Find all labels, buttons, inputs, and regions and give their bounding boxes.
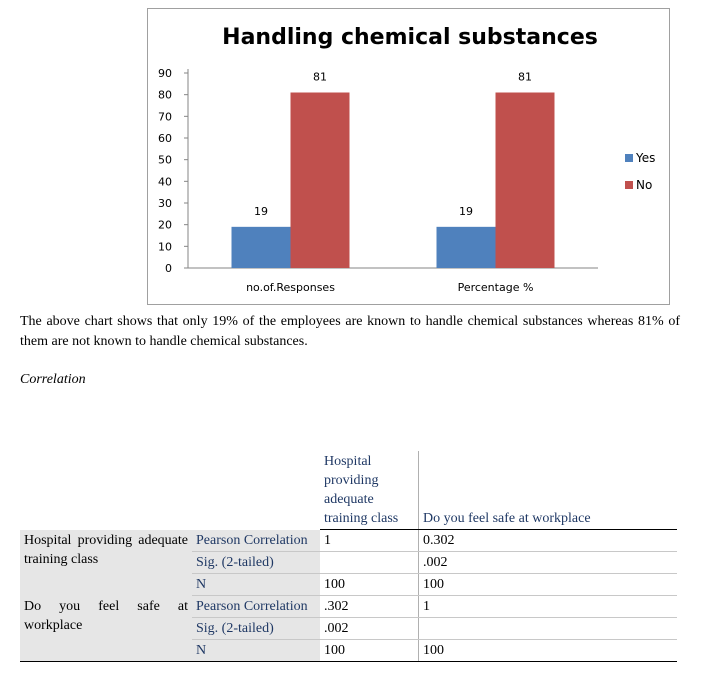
chart-legend: Yes No bbox=[625, 151, 655, 192]
table-header-row: Hospital providing adequate training cla… bbox=[20, 451, 677, 530]
header-blank bbox=[20, 451, 192, 530]
cell-value: 100 bbox=[320, 639, 419, 662]
table-row: Do you feel safe at workplace Pearson Co… bbox=[20, 595, 677, 662]
y-tick-label: 80 bbox=[158, 89, 172, 102]
col-header-training: Hospital providing adequate training cla… bbox=[320, 451, 419, 530]
col-header-safe: Do you feel safe at workplace bbox=[418, 451, 677, 530]
stat-label: Sig. (2-tailed) bbox=[192, 551, 320, 574]
cell-value: .002 bbox=[320, 617, 419, 640]
legend-label: No bbox=[636, 178, 652, 192]
chart-axes: 0 10 20 30 40 50 60 70 80 90 bbox=[158, 67, 598, 275]
chart-container: Handling chemical substances 0 10 20 30 40 50… bbox=[147, 8, 670, 305]
chart-description: The above chart shows that only 19% of t… bbox=[20, 314, 680, 349]
y-tick-label: 0 bbox=[165, 262, 172, 275]
header-blank bbox=[192, 451, 320, 530]
cell-value: 1 bbox=[320, 529, 419, 552]
data-label: 19 bbox=[459, 205, 473, 218]
legend-swatch-no bbox=[625, 181, 633, 189]
stat-label: Pearson Correlation bbox=[192, 529, 320, 552]
y-tick-label: 70 bbox=[158, 110, 172, 123]
data-label: 81 bbox=[518, 71, 532, 84]
y-tick-label: 50 bbox=[158, 154, 172, 167]
data-label: 81 bbox=[313, 71, 327, 84]
y-tick-label: 20 bbox=[158, 219, 172, 232]
table-row: Sig. (2-tailed) .002 bbox=[20, 551, 677, 574]
cell-value: 100 bbox=[418, 639, 677, 662]
row-label-safe: Do you feel safe at workplace bbox=[20, 595, 192, 662]
stat-label: N bbox=[192, 639, 320, 662]
cell-value: .002 bbox=[418, 551, 677, 574]
stat-label: Pearson Correlation bbox=[192, 595, 320, 618]
table-row: Hospital providing adequate training cla… bbox=[20, 529, 677, 596]
data-label: 19 bbox=[254, 205, 268, 218]
bar-yes bbox=[231, 226, 291, 268]
stat-label: N bbox=[192, 573, 320, 596]
bar-chart: Handling chemical substances 0 10 20 30 40 50… bbox=[158, 25, 655, 294]
legend-label: Yes bbox=[635, 151, 655, 165]
cell-value: 1 bbox=[418, 595, 677, 618]
cell-value: .302 bbox=[320, 595, 419, 618]
bar-yes bbox=[436, 226, 496, 268]
x-category-label: no.of.Responses bbox=[246, 281, 335, 294]
legend-swatch-yes bbox=[625, 154, 633, 162]
x-category-label: Percentage % bbox=[458, 281, 534, 294]
cell-value bbox=[320, 551, 419, 574]
chart-title: Handling chemical substances bbox=[222, 25, 598, 50]
y-tick-label: 40 bbox=[158, 175, 172, 188]
row-label-training: Hospital providing adequate training cla… bbox=[20, 529, 192, 596]
cell-value: 100 bbox=[320, 573, 419, 596]
y-tick-label: 90 bbox=[158, 67, 172, 80]
y-tick-label: 30 bbox=[158, 197, 172, 210]
cell-value: 100 bbox=[418, 573, 677, 596]
stat-label: Sig. (2-tailed) bbox=[192, 617, 320, 640]
cell-value bbox=[418, 617, 677, 640]
y-tick-label: 10 bbox=[158, 240, 172, 253]
correlation-table: Hospital providing adequate training cla… bbox=[20, 451, 677, 662]
table-row: N 100 100 bbox=[20, 573, 677, 596]
table-row: N 100 100 bbox=[20, 639, 677, 662]
bar-no bbox=[495, 92, 555, 268]
cell-value: 0.302 bbox=[418, 529, 677, 552]
bar-no bbox=[290, 92, 350, 268]
section-heading: Correlation bbox=[20, 372, 86, 387]
table-row: Sig. (2-tailed) .002 bbox=[20, 617, 677, 640]
chart-bars: 19 81 no.of.Responses 19 81 Percentage % bbox=[231, 71, 555, 294]
y-tick-label: 60 bbox=[158, 132, 172, 145]
